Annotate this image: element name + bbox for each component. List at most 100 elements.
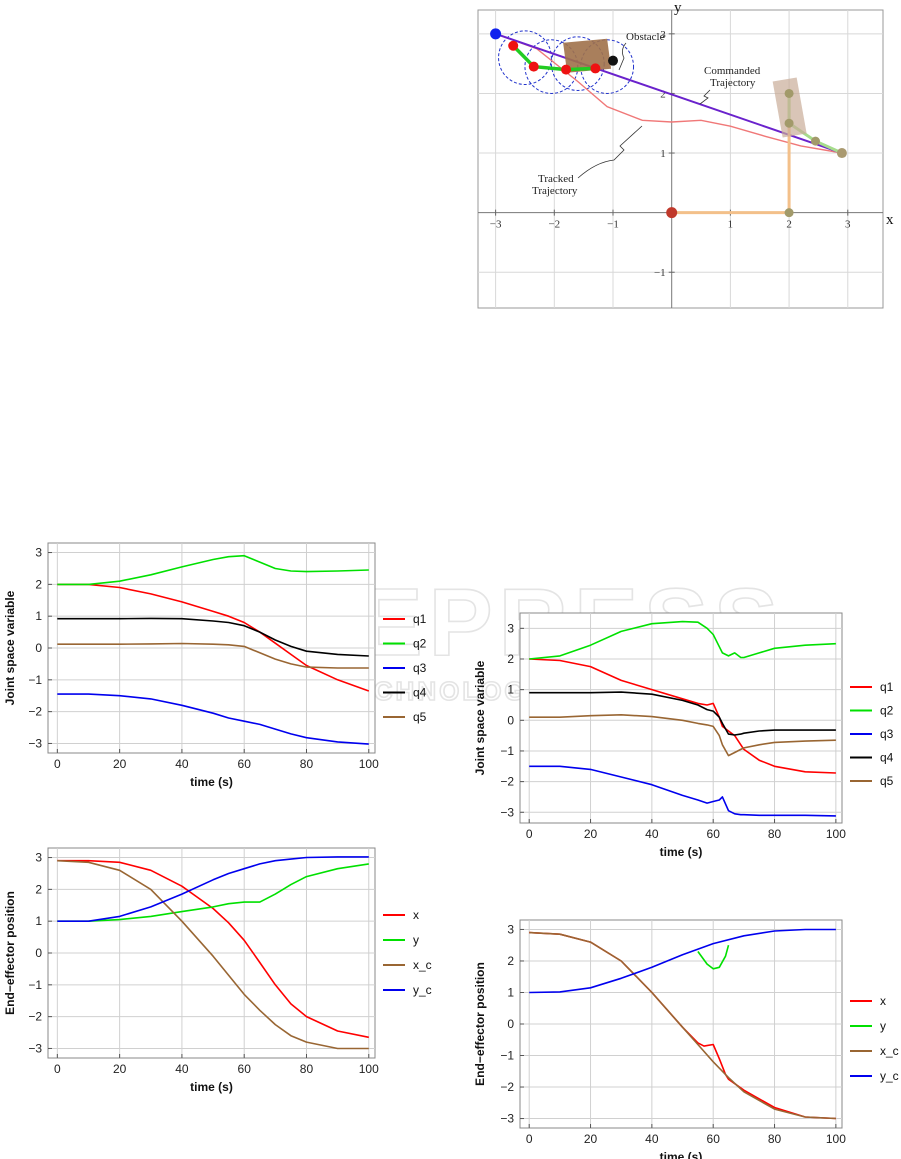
- annotation-tracked-2: Trajectory: [532, 185, 578, 197]
- legend-label-y-c: y_c: [413, 983, 432, 997]
- legend-label-y: y: [880, 1019, 886, 1033]
- x-tick-label: 60: [238, 757, 252, 771]
- final-arm-joint: [561, 64, 572, 75]
- obstacle-box: [563, 38, 612, 73]
- x-tick-label: 80: [768, 1132, 782, 1146]
- y-tick-label: 0: [35, 641, 42, 655]
- series-line-y-c: [529, 928, 836, 994]
- y-tick-label: −1: [500, 744, 514, 758]
- y-axis-label: Joint space variable: [3, 590, 17, 705]
- legend-label-x-c: x_c: [880, 1044, 899, 1058]
- legend-label-y: y: [413, 933, 419, 947]
- x-tick-label: 80: [300, 757, 314, 771]
- x-tick-label: 0: [54, 1062, 61, 1076]
- trajectory-y-label: y: [674, 0, 682, 16]
- series-line-q1: [57, 583, 370, 692]
- trajectory-panel: −3 −2 −1 1 2 3 −1 1 2 3 Obstacle Commanded Trajec…: [477, 0, 894, 309]
- initial-arm-joint: [811, 136, 820, 146]
- x-tick-label: 60: [238, 1062, 252, 1076]
- x-tick-label: 20: [113, 1062, 127, 1076]
- traj-y-tick-label: 2: [660, 88, 666, 100]
- legend-label-q5: q5: [413, 710, 427, 724]
- safety-circle: [580, 39, 635, 94]
- traj-x-tick-label: −2: [548, 219, 560, 231]
- legend-label-q5: q5: [880, 774, 894, 788]
- annotation-tracked-1: Tracked: [538, 173, 574, 185]
- series-line-y-c: [57, 856, 369, 922]
- series-line-x: [57, 859, 369, 1039]
- legend-label-q1: q1: [413, 612, 427, 626]
- y-tick-label: 3: [35, 546, 42, 560]
- x-tick-label: 100: [359, 757, 379, 771]
- initial-arm-body: [772, 77, 807, 138]
- legend-label-q4: q4: [880, 751, 894, 765]
- x-axis-label: time (s): [190, 1080, 233, 1094]
- annotation-arrow-tracked: [577, 125, 643, 179]
- x-tick-label: 40: [645, 1132, 659, 1146]
- y-axis-label: End−effector position: [3, 891, 17, 1015]
- y-tick-label: 1: [35, 914, 42, 928]
- safety-circle: [498, 30, 552, 85]
- annotation-commanded-1: Commanded: [704, 65, 761, 77]
- x-tick-label: 0: [526, 1132, 533, 1146]
- traj-y-tick-label: 3: [660, 29, 666, 41]
- x-tick-label: 20: [584, 1132, 598, 1146]
- traj-x-tick-label: 3: [845, 219, 851, 231]
- x-tick-label: 0: [54, 757, 61, 771]
- y-tick-label: 2: [507, 954, 514, 968]
- initial-arm-joint: [784, 88, 794, 98]
- y-tick-label: −1: [28, 673, 42, 687]
- y-tick-label: −1: [500, 1049, 514, 1063]
- y-tick-label: 3: [507, 922, 514, 936]
- x-tick-label: 100: [826, 827, 846, 841]
- series-line-q2: [529, 620, 836, 660]
- joint-right-panel: 0 20 40 60 80 100 3 2 1 0 −1 −2 −3 q1 q2 q3 q4 q5 time (s)…: [470, 605, 901, 865]
- joint-left-panel: 0 20 40 60 80 100 3 2 1 0 −1 −2 −3 q1 q2 q3 q4 q5 time (s)…: [0, 535, 455, 790]
- end-effector-start: [490, 28, 502, 40]
- y-tick-label: 1: [35, 609, 42, 623]
- y-tick-label: 0: [35, 946, 42, 960]
- traj-x-tick-label: 2: [786, 219, 792, 231]
- obstacle-point: [608, 55, 618, 66]
- x-tick-label: 100: [826, 1132, 846, 1146]
- x-tick-label: 20: [584, 827, 598, 841]
- x-axis-label: time (s): [660, 845, 703, 859]
- y-tick-label: 3: [507, 621, 514, 635]
- series-line-q5: [529, 714, 836, 757]
- annotation-arrow-obstacle: [618, 42, 627, 71]
- y-tick-label: −3: [28, 1041, 42, 1055]
- base-joint: [666, 207, 678, 219]
- legend-label-x-c: x_c: [413, 958, 432, 972]
- traj-frame: [477, 9, 884, 309]
- y-tick-label: 3: [35, 851, 42, 865]
- x-tick-label: 40: [175, 757, 189, 771]
- series-line-x-c: [57, 859, 369, 1050]
- plot-frame: [519, 612, 843, 824]
- y-tick-label: −2: [28, 705, 42, 719]
- annotation-arrow-commanded: [699, 89, 711, 105]
- legend-label-y-c: y_c: [880, 1069, 899, 1083]
- y-tick-label: −3: [500, 1112, 514, 1126]
- y-tick-label: 1: [507, 683, 514, 697]
- legend-label-q2: q2: [413, 637, 427, 651]
- x-tick-label: 100: [359, 1062, 379, 1076]
- traj-y-tick-label: 1: [660, 148, 666, 160]
- series-line-q4: [529, 691, 836, 736]
- legend-label-x: x: [413, 908, 419, 922]
- x-tick-label: 40: [645, 827, 659, 841]
- initial-arm-joint: [784, 208, 794, 218]
- y-tick-label: 2: [507, 652, 514, 666]
- x-tick-label: 60: [707, 1132, 721, 1146]
- series-line-q3: [529, 765, 836, 817]
- initial-arm-joint: [784, 118, 794, 128]
- final-arm-joint: [528, 61, 539, 72]
- legend-label-x: x: [880, 994, 886, 1008]
- traj-y-tick-label: −1: [654, 267, 666, 279]
- series-line-y: [697, 944, 730, 970]
- x-axis-label: time (s): [190, 775, 233, 789]
- y-tick-label: 2: [35, 882, 42, 896]
- x-tick-label: 80: [300, 1062, 314, 1076]
- endeff-left-panel: 0 20 40 60 80 100 3 2 1 0 −1 −2 −3 x y x_c y_c time (s) En…: [0, 840, 455, 1100]
- x-tick-label: 20: [113, 757, 127, 771]
